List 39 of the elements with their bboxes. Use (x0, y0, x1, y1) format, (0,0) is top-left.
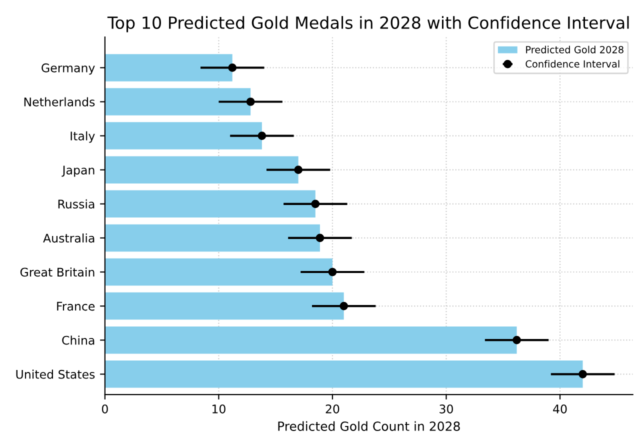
bar (104, 190, 316, 218)
point (578, 370, 587, 378)
x-tick-label: 10 (212, 404, 226, 414)
y-tick-label: Italy (70, 131, 95, 143)
x-tick-label: 20 (326, 404, 340, 414)
y-tick-label: Australia (43, 233, 94, 243)
bar (104, 292, 344, 320)
y-tick-label: China (62, 336, 94, 345)
y-tick-label: Germany (42, 63, 95, 75)
point (328, 268, 337, 276)
x-tick-label: 30 (440, 404, 453, 414)
bar (104, 326, 517, 354)
bar (104, 54, 232, 82)
bar (104, 258, 332, 286)
point (316, 234, 324, 242)
x-axis-title: Predicted Gold Count in 2028 (278, 421, 460, 431)
bar (104, 360, 583, 388)
y-tick-label: Netherlands (24, 97, 95, 106)
y-tick-label: France (57, 302, 95, 311)
chart-title: Top 10 Predicted Gold Medals in 2028 with Confidence Interval (107, 16, 629, 32)
point (228, 64, 237, 72)
point (258, 132, 266, 140)
y-tick-label: Russia (58, 199, 94, 209)
legend-label: Confidence Interval (526, 60, 620, 68)
bar (104, 88, 251, 116)
legend-label: Predicted Gold 2028 (526, 46, 624, 54)
point (340, 302, 348, 310)
x-tick-label: 40 (553, 404, 567, 414)
y-tick-label: United States (16, 370, 95, 379)
point (246, 98, 255, 106)
point (294, 166, 303, 174)
bar (104, 156, 298, 184)
bar (104, 224, 320, 252)
point (311, 200, 320, 208)
y-tick-label: Great Britain (20, 268, 94, 277)
point (512, 336, 521, 344)
bar (104, 122, 262, 150)
y-tick-label: Japan (62, 166, 94, 177)
x-tick-label: 0 (102, 404, 108, 414)
